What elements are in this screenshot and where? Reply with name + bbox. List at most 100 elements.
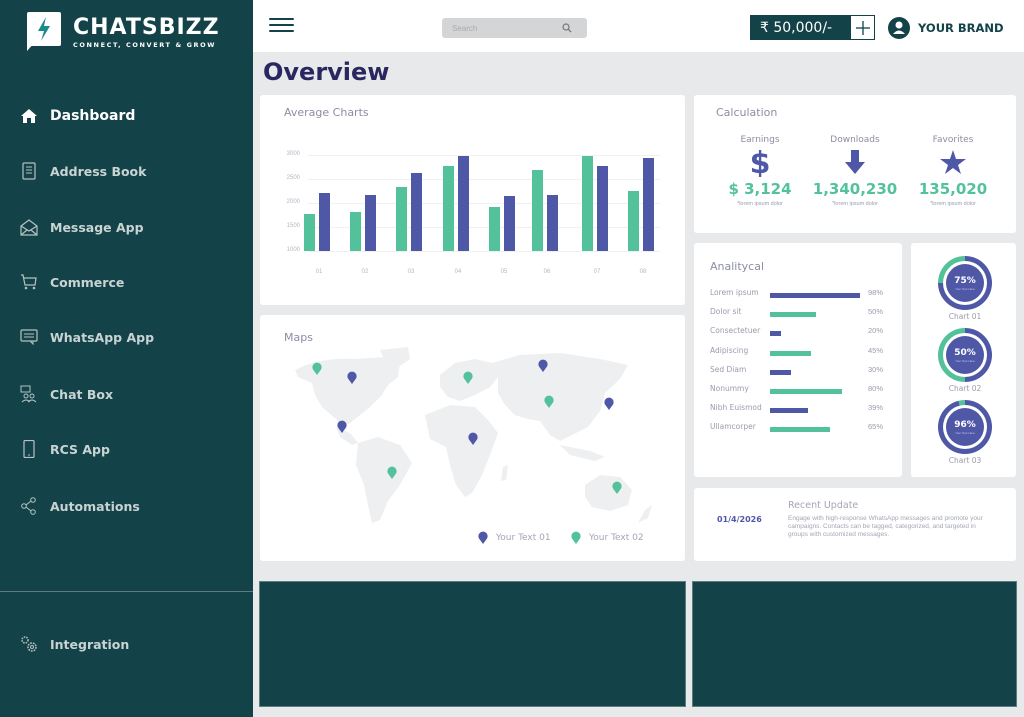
donut-label: Chart 03 (948, 456, 982, 465)
chart-bar[interactable] (350, 211, 361, 251)
star-icon (940, 150, 966, 174)
x-axis-tick: 02 (361, 269, 369, 275)
chart-bar[interactable] (547, 195, 558, 251)
donut-label: Chart 01 (948, 312, 982, 321)
chart-bar[interactable] (582, 155, 593, 251)
map-pin-icon[interactable] (604, 397, 614, 410)
sidebar-item-commerce[interactable]: Commerce (20, 273, 124, 291)
map-pin-icon[interactable] (312, 362, 322, 375)
menu-toggle-button[interactable] (269, 18, 294, 34)
chart-bar[interactable] (532, 170, 543, 251)
sidebar: CHATSBIZZ CONNECT, CONVERT & GROW Dashbo… (0, 0, 253, 717)
plus-icon (855, 20, 870, 35)
card-title: Maps (284, 331, 313, 344)
bottom-panel-right (692, 581, 1017, 707)
svg-text:$: $ (750, 147, 770, 177)
sidebar-item-address-book[interactable]: Address Book (20, 162, 146, 180)
analytical-percent: 45% (868, 345, 884, 355)
analytical-percent: 80% (868, 384, 884, 393)
sidebar-item-integration[interactable]: Integration (20, 635, 129, 653)
map-pin-icon[interactable] (463, 371, 473, 384)
map-pin-icon[interactable] (538, 359, 548, 372)
bottom-panel-left (259, 581, 686, 707)
chart-bar[interactable] (319, 193, 330, 251)
stat-value: $ 3,124 (728, 180, 792, 198)
stat-earnings: Earnings $ $ 3,124 *lorem ipsum dolor (705, 135, 815, 207)
analytical-bar (770, 350, 812, 356)
map-pin-icon (478, 531, 488, 544)
logo[interactable]: CHATSBIZZ CONNECT, CONVERT & GROW (27, 12, 220, 52)
search-icon[interactable] (562, 23, 572, 33)
search-input[interactable] (452, 23, 562, 33)
chat-users-icon (20, 385, 37, 403)
chart-bar[interactable] (365, 195, 376, 251)
sidebar-divider (0, 591, 253, 592)
sidebar-item-message-app[interactable]: Message App (20, 218, 144, 236)
sidebar-item-automations[interactable]: Automations (20, 497, 140, 515)
map-pin-icon[interactable] (387, 466, 397, 479)
maps-card: Maps Your Tex (260, 315, 685, 561)
user-menu[interactable]: YOUR BRAND (888, 17, 1004, 39)
hamburger-line (269, 24, 294, 26)
hamburger-line (269, 30, 294, 32)
map-pin-icon[interactable] (347, 371, 357, 384)
chart-bar[interactable] (411, 173, 422, 251)
logo-bolt-icon (27, 12, 61, 52)
analytical-row: Adipiscing 45% (710, 346, 886, 358)
gridline (308, 203, 660, 204)
y-axis-tick: 2000 (286, 199, 300, 205)
chart-bar[interactable] (597, 166, 608, 251)
stat-label: Downloads (830, 135, 880, 145)
stat-label: Favorites (932, 135, 974, 145)
analytical-label: Sed Diam (710, 364, 747, 374)
update-text: Engage with high-response WhatsApp messa… (788, 515, 983, 538)
analytical-bar (770, 331, 782, 337)
arrow-down-icon (845, 150, 865, 174)
analytical-bar (770, 427, 830, 433)
chart-bar[interactable] (396, 186, 407, 251)
donut-percent: 50% (954, 347, 976, 358)
chart-bar[interactable] (643, 158, 654, 251)
stat-downloads: Downloads 1,340,230 *lorem ipsum dolor (800, 135, 910, 207)
bar-chart: 3000 2500 2000 1500 1000 01 02 03 04 05 06 07 08 (260, 95, 685, 305)
map-legend-item-2: Your Text 02 (571, 531, 644, 544)
sidebar-item-dashboard[interactable]: Dashboard (20, 107, 135, 125)
analytical-bar (770, 312, 816, 318)
sidebar-item-label: Chat Box (50, 386, 114, 402)
donut-subtext: Your Text Here (955, 358, 975, 363)
add-funds-button[interactable] (850, 15, 875, 40)
sidebar-item-chat-box[interactable]: Chat Box (20, 385, 113, 403)
analytical-row: Consectetuer 20% (710, 326, 886, 338)
chart-bar[interactable] (304, 214, 315, 251)
analytical-label: Nonummy (710, 384, 749, 393)
sidebar-item-whatsapp-app[interactable]: WhatsApp App (20, 328, 154, 346)
chart-bar[interactable] (504, 196, 515, 251)
sidebar-item-label: Integration (50, 636, 130, 652)
stat-note: *lorem ipsum dolor (930, 201, 976, 207)
mobile-icon (23, 440, 35, 458)
map-pin-icon[interactable] (337, 420, 347, 433)
chart-bar[interactable] (458, 156, 469, 251)
chart-bar[interactable] (443, 165, 454, 251)
analytical-percent: 98% (868, 288, 884, 297)
map-pin-icon[interactable] (612, 481, 622, 494)
x-axis-tick: 04 (454, 269, 462, 275)
envelope-open-icon (20, 219, 38, 236)
donut-chart: 96% Your Text Here Chart 03 (938, 400, 992, 465)
map-pin-icon[interactable] (468, 432, 478, 445)
sidebar-item-rcs-app[interactable]: RCS App (20, 440, 110, 458)
chart-bar[interactable] (489, 206, 500, 251)
sidebar-item-label: Automations (50, 498, 140, 514)
chart-bar[interactable] (628, 191, 639, 251)
analytical-label: Lorem ipsum (710, 288, 759, 297)
x-axis-tick: 01 (315, 269, 323, 275)
donut-subtext: Your Text Here (955, 430, 975, 435)
analytical-row: Nonummy 80% (710, 384, 886, 396)
topbar: ₹ 50,000/- YOUR BRAND (253, 0, 1024, 52)
map-pin-icon[interactable] (544, 395, 554, 408)
gridline (308, 179, 660, 180)
y-axis-tick: 1500 (286, 223, 300, 229)
analytical-row: Sed Diam 30% (710, 365, 886, 377)
x-axis-tick: 07 (593, 269, 601, 275)
card-title: Average Charts (284, 106, 369, 119)
